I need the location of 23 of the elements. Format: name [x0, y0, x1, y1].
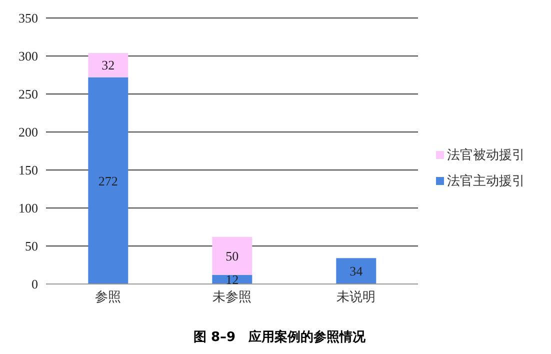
data-label: 50: [226, 248, 239, 264]
y-tick-label: 300: [18, 48, 38, 64]
y-tick-label: 50: [25, 238, 38, 254]
data-label: 32: [102, 58, 115, 73]
y-tick-label: 100: [18, 200, 38, 216]
x-tick-label: 未参照: [212, 290, 252, 306]
y-tick-label: 250: [18, 86, 38, 102]
y-tick-label: 200: [18, 124, 38, 140]
legend-label: 法官主动援引: [447, 173, 525, 190]
x-tick-label: 未说明: [336, 290, 376, 306]
y-tick-label: 350: [18, 10, 38, 26]
y-tick-label: 0: [32, 276, 38, 292]
x-tick-label: 参照: [95, 290, 121, 306]
legend-label: 法官被动援引: [447, 147, 525, 164]
data-label: 272: [98, 173, 118, 188]
bar: [336, 258, 376, 284]
bar: [212, 236, 252, 275]
text: 图 8–9 应用案例的参照情况: [192, 328, 367, 346]
bar: [88, 77, 128, 284]
data-label: 12: [226, 272, 239, 288]
bar: [88, 52, 128, 78]
data-label: 34: [350, 264, 364, 279]
y-tick-label: 150: [18, 162, 38, 178]
